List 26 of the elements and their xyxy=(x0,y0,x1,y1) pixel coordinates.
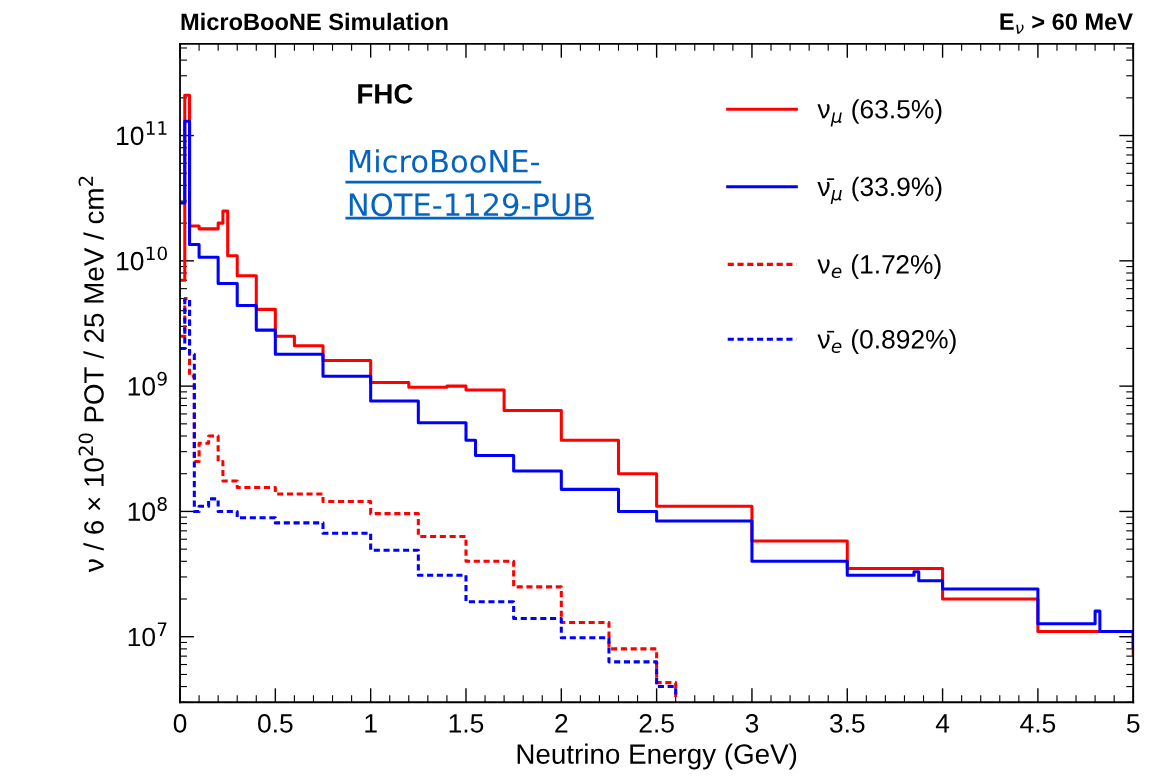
legend-label: ν̄$_{e}$ (0.892%) xyxy=(817,329,956,354)
annotation: MicroBooNE- NOTE-1129-PUB xyxy=(349,149,592,217)
y-axis-title: ν / 6 × 10$^{20}$ POT / 25 MeV / cm$^{2}$ xyxy=(78,176,104,573)
x-tick-label: 5 xyxy=(1126,714,1140,733)
x-tick-label: 1 xyxy=(365,714,377,733)
legend-label: ν$_{μ}$ (63.5%) xyxy=(817,99,942,127)
legend-label: ν$_{e}$ (1.72%) xyxy=(817,254,941,279)
y-tick-label: 10$^{7}$ xyxy=(128,622,167,647)
x-tick-label: 0.5 xyxy=(258,714,293,733)
x-tick-label: 3.5 xyxy=(829,714,865,733)
x-tick-label: 2 xyxy=(555,714,568,733)
x-tick-label: 0 xyxy=(173,714,187,733)
y-tick-label: 10$^{9}$ xyxy=(128,371,167,396)
y-tick-label: 10$^{11}$ xyxy=(117,121,167,146)
y-tick-label: 10$^{10}$ xyxy=(117,246,167,271)
x-axis-title: Neutrino Energy (GeV) xyxy=(517,743,797,770)
x-tick-label: 4 xyxy=(935,714,950,733)
x-tick-label: 1.5 xyxy=(449,714,484,733)
x-tick-label: 2.5 xyxy=(639,714,674,733)
legend-label: ν̄$_{μ}$ (33.9%) xyxy=(817,176,942,205)
y-tick-label: 10$^{8}$ xyxy=(128,496,167,522)
x-tick-label: 3 xyxy=(745,714,759,733)
chart-subtitle: E$_{ν}$ > 60 MeV xyxy=(1000,13,1133,34)
x-tick-label: 4.5 xyxy=(1020,714,1056,733)
chart-title: MicroBooNE Simulation xyxy=(181,12,448,31)
annotation: FHC xyxy=(358,84,413,104)
